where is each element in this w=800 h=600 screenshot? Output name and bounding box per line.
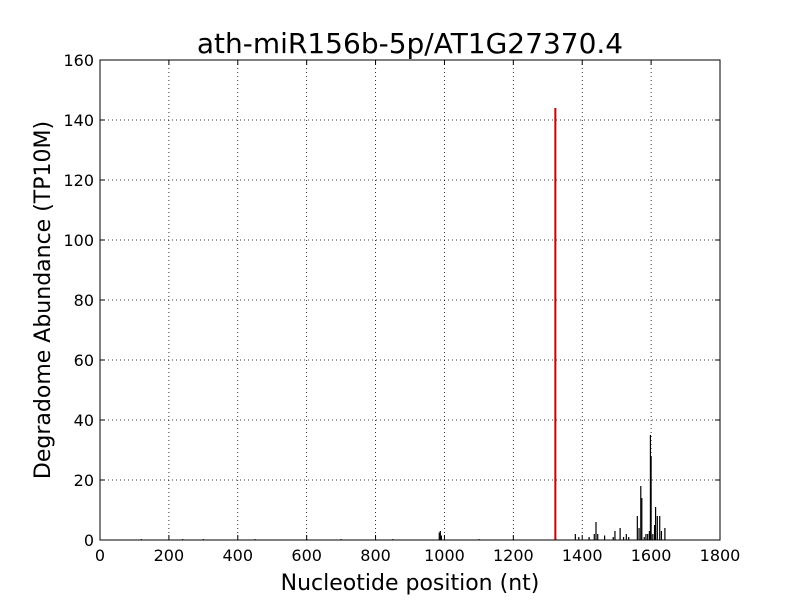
y-tick-label: 20 <box>74 471 94 490</box>
y-tick-label: 160 <box>63 51 94 70</box>
data-bars <box>140 108 666 540</box>
y-tick-label: 140 <box>63 111 94 130</box>
y-tick-labels: 0 20 40 60 80 100 120 140 160 <box>63 51 94 550</box>
x-tick-label: 800 <box>360 546 391 565</box>
x-tick-label: 1200 <box>493 546 534 565</box>
y-tick-label: 40 <box>74 411 94 430</box>
y-tick-label: 80 <box>74 291 94 310</box>
y-tick-label: 100 <box>63 231 94 250</box>
x-tick-label: 600 <box>291 546 322 565</box>
x-tick-label: 1400 <box>562 546 603 565</box>
y-axis-label: Degradome Abundance (TP10M) <box>31 121 56 479</box>
x-tick-labels: 0 200 400 600 800 1000 1200 1400 1600 1800 <box>95 546 740 565</box>
x-tick-label: 1600 <box>631 546 672 565</box>
y-tick-label: 60 <box>74 351 94 370</box>
x-tick-label: 200 <box>154 546 185 565</box>
y-tick-label: 120 <box>63 171 94 190</box>
x-tick-label: 0 <box>95 546 105 565</box>
x-tick-label: 400 <box>223 546 254 565</box>
y-tick-label: 0 <box>84 531 94 550</box>
chart-title: ath-miR156b-5p/AT1G27370.4 <box>197 27 623 60</box>
grid-lines <box>100 60 720 540</box>
x-axis-label: Nucleotide position (nt) <box>281 571 540 596</box>
axis-ticks <box>99 59 721 541</box>
x-tick-label: 1000 <box>424 546 465 565</box>
x-tick-label: 1800 <box>700 546 741 565</box>
